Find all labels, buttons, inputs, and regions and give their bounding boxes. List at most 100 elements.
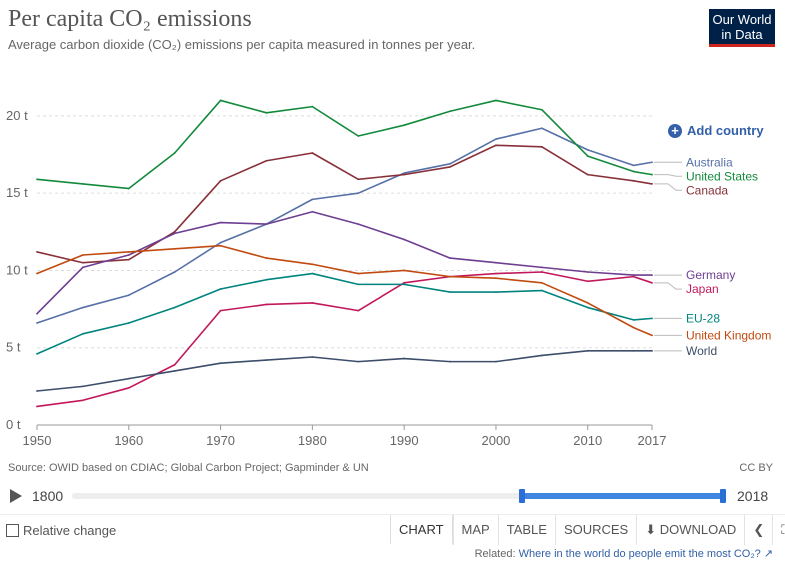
data-point <box>173 271 176 273</box>
x-tick-label: 1970 <box>206 433 235 448</box>
tab-download[interactable]: ⬇ DOWNLOAD <box>636 515 744 545</box>
external-link-icon: ↗ <box>763 548 773 560</box>
x-tick-label: 1950 <box>23 433 52 448</box>
data-point <box>632 319 635 321</box>
legend-connector <box>654 174 682 177</box>
data-point <box>586 302 589 304</box>
timeline-selected-range[interactable] <box>522 493 723 499</box>
data-point <box>36 178 38 181</box>
data-point <box>632 275 635 278</box>
data-point <box>36 390 38 392</box>
data-point <box>219 244 222 247</box>
logo-line-1: Our World <box>712 11 772 27</box>
play-icon[interactable] <box>10 489 22 503</box>
data-point <box>495 138 497 140</box>
relative-change-toggle[interactable]: Relative change <box>6 523 116 538</box>
data-point <box>311 263 314 266</box>
data-point <box>265 257 268 259</box>
related-link[interactable]: Where in the world do people emit the mo… <box>518 548 761 560</box>
tab-sources[interactable]: SOURCES <box>554 515 636 545</box>
controls-bar: Relative change CHART MAP TABLE SOURCES … <box>0 514 785 545</box>
tab-map[interactable]: MAP <box>452 515 498 545</box>
data-point <box>265 159 268 162</box>
data-point <box>403 124 406 127</box>
data-point <box>586 173 589 176</box>
data-point <box>586 349 589 352</box>
fullscreen-icon[interactable]: ⛶ <box>772 515 785 545</box>
data-point <box>586 155 589 157</box>
data-point <box>540 354 543 357</box>
source-note[interactable]: Source: OWID based on CDIAC; Global Carb… <box>8 462 369 474</box>
tab-chart[interactable]: CHART <box>390 515 453 545</box>
line-chart: 0 t 5 t 10 t 15 t 20 t 1950 1960 1970 1980 1990 20… <box>6 99 771 448</box>
license-label[interactable]: CC BY <box>739 462 773 474</box>
owid-logo[interactable]: Our World in Data <box>709 9 775 47</box>
data-point <box>311 356 314 358</box>
data-point <box>632 349 635 352</box>
data-point <box>265 303 268 306</box>
timeline-start-handle[interactable] <box>519 489 525 503</box>
data-point <box>311 272 314 275</box>
data-point <box>219 221 222 224</box>
data-point <box>357 360 360 363</box>
relative-change-checkbox[interactable] <box>6 524 19 537</box>
data-point <box>311 105 314 108</box>
data-point <box>357 135 360 137</box>
data-point <box>127 387 130 389</box>
data-point <box>495 277 497 280</box>
data-point <box>219 99 222 102</box>
data-point <box>81 385 84 388</box>
legend-connector <box>654 183 682 191</box>
data-point <box>632 179 635 182</box>
data-point <box>495 291 497 293</box>
data-point <box>81 332 84 335</box>
data-point <box>403 283 406 286</box>
data-point <box>540 108 543 111</box>
timeline-track[interactable] <box>72 493 724 499</box>
series-line <box>36 271 653 408</box>
data-point <box>449 360 451 363</box>
data-point <box>219 288 222 290</box>
data-point <box>311 198 314 201</box>
data-point <box>36 251 38 253</box>
view-tabs: CHART MAP TABLE SOURCES ⬇ DOWNLOAD ❮ ⛶ <box>390 515 785 545</box>
y-tick-label: 5 t <box>6 340 21 355</box>
data-point <box>357 309 360 312</box>
y-tick-label: 15 t <box>6 185 28 200</box>
add-country-button[interactable]: + Add country <box>668 123 764 138</box>
chart-title: Per capita CO₂ emissions <box>8 6 252 32</box>
timeline-end-handle[interactable] <box>720 489 726 503</box>
data-point <box>36 322 38 324</box>
data-point <box>81 306 84 309</box>
data-point <box>357 283 360 286</box>
data-point <box>449 110 451 113</box>
data-point <box>540 271 543 273</box>
data-point <box>36 312 38 315</box>
data-point <box>651 281 653 284</box>
x-tick-label: 2017 <box>638 433 667 448</box>
data-point <box>127 251 130 253</box>
series-line <box>36 350 652 392</box>
download-label: DOWNLOAD <box>659 522 737 537</box>
chart-subtitle: Average carbon dioxide (CO₂) emissions p… <box>8 37 476 52</box>
data-point <box>173 247 176 250</box>
data-point <box>81 254 84 256</box>
data-point <box>449 166 451 168</box>
tab-table[interactable]: TABLE <box>497 515 555 545</box>
data-point <box>540 145 543 148</box>
share-icon[interactable]: ❮ <box>744 515 772 545</box>
data-point <box>36 353 38 355</box>
data-point <box>127 294 130 297</box>
data-point <box>449 162 451 165</box>
data-point <box>403 269 406 272</box>
series-line <box>36 144 653 264</box>
data-point <box>651 173 653 176</box>
data-point <box>36 272 38 275</box>
x-tick-label: 2000 <box>481 433 510 448</box>
data-point <box>540 281 543 284</box>
data-point <box>357 272 360 275</box>
logo-line-2: in Data <box>721 26 763 42</box>
series-line <box>36 99 653 190</box>
data-point <box>173 152 176 154</box>
y-tick-label: 20 t <box>6 108 28 123</box>
